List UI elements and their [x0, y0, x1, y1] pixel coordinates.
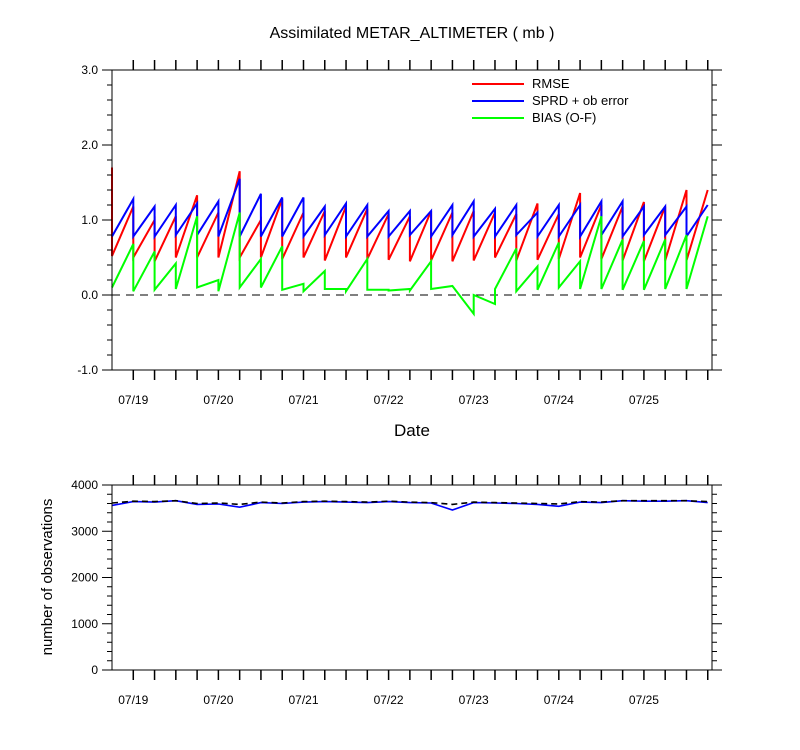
bottom-plot-frame	[111, 484, 713, 671]
chart-title: Assimilated METAR_ALTIMETER ( mb )	[270, 25, 555, 42]
y-axis-label: number of observations	[39, 499, 56, 656]
top-chart: -1.00.01.02.03.0 07/19 07/20 07/21 07/22 07/…	[77, 60, 722, 407]
bottom-y-axis: 0 1000 2000 3000 4000	[71, 478, 722, 677]
bottom-ticks	[132, 475, 709, 680]
legend-label-sprd: SPRD + ob error	[532, 93, 629, 108]
bottom-ytick-label: 2000	[71, 571, 98, 585]
bottom-xtick-label: 07/21	[288, 693, 318, 707]
x-axis-label: Date	[394, 421, 430, 440]
bottom-xtick-label: 07/24	[544, 693, 574, 707]
top-xtick-label: 07/24	[544, 393, 574, 407]
bottom-ytick-label: 3000	[71, 524, 98, 538]
top-ytick-label: 1.0	[81, 213, 98, 227]
top-xtick-label: 07/23	[459, 393, 489, 407]
top-series-line-2	[111, 212, 709, 317]
top-ytick-label: 0.0	[81, 288, 98, 302]
bottom-ytick-label: 0	[91, 663, 98, 677]
bottom-xtick-label: 07/19	[118, 693, 148, 707]
top-series-line-1	[111, 178, 709, 241]
legend-label-bias: BIAS (O-F)	[532, 110, 596, 125]
bottom-series-group	[111, 499, 708, 511]
top-xtick-label: 07/22	[374, 393, 404, 407]
top-y-axis: -1.0 0.0 1.0 2.0 3.0	[77, 63, 722, 377]
legend-label-rmse: RMSE	[532, 76, 570, 91]
top-ticks	[132, 60, 709, 380]
top-ytick-label: -1.0	[77, 363, 98, 377]
top-ytick-label: 3.0	[81, 63, 98, 77]
top-xtick-label: 07/21	[288, 393, 318, 407]
top-x-axis: 07/19 07/20 07/21 07/22 07/23 07/24 07/25	[118, 393, 659, 407]
bottom-xtick-label: 07/23	[459, 693, 489, 707]
top-xtick-label: 07/19	[118, 393, 148, 407]
bottom-xtick-label: 07/25	[629, 693, 659, 707]
top-series-group	[111, 167, 709, 317]
bottom-xtick-label: 07/22	[374, 693, 404, 707]
bottom-xtick-label: 07/20	[203, 693, 233, 707]
bottom-ytick-label: 1000	[71, 617, 98, 631]
bottom-series-line-0	[111, 499, 708, 511]
bottom-x-axis: 07/19 07/20 07/21 07/22 07/23 07/24 07/25	[118, 693, 659, 707]
bottom-ytick-label: 4000	[71, 478, 98, 492]
top-xtick-label: 07/20	[203, 393, 233, 407]
legend: RMSE SPRD + ob error BIAS (O-F)	[472, 76, 629, 125]
top-ytick-label: 2.0	[81, 138, 98, 152]
top-xtick-label: 07/25	[629, 393, 659, 407]
